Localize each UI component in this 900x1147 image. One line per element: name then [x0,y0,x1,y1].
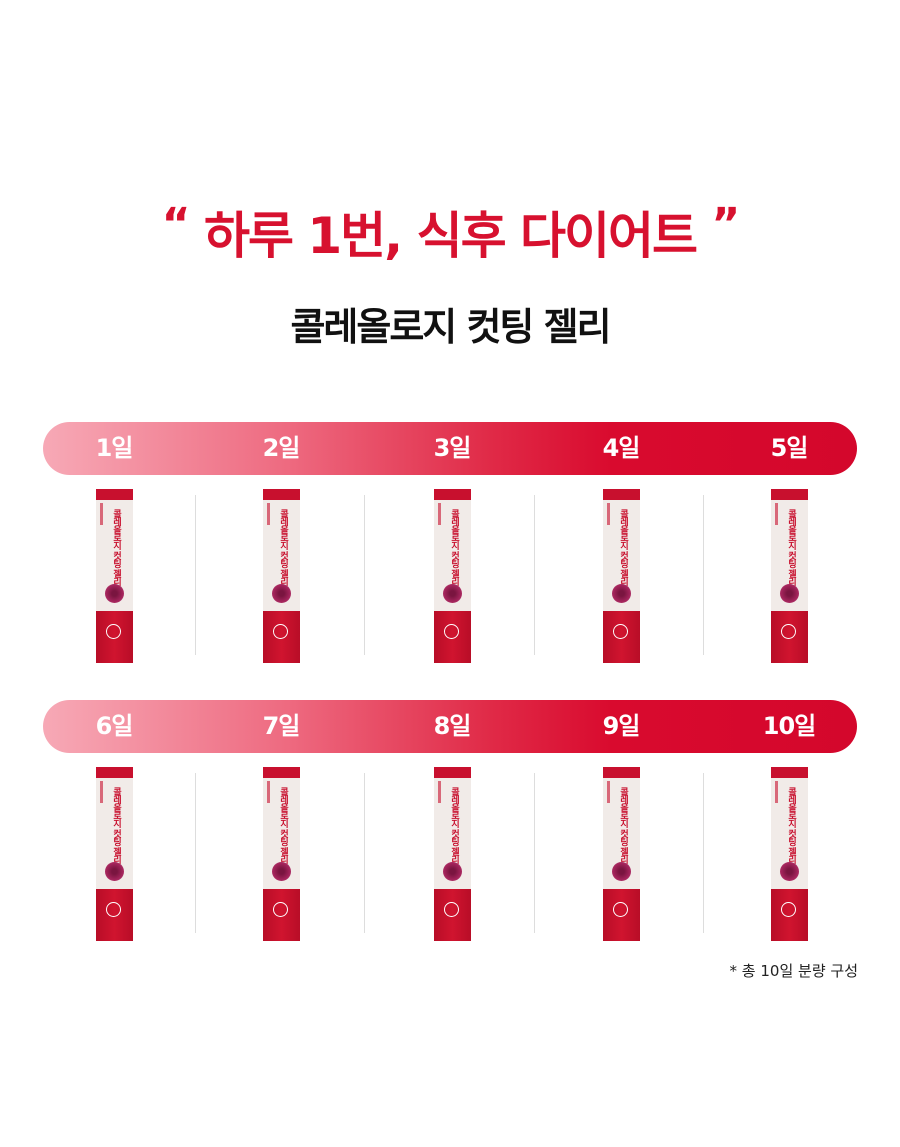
close-quote: ” [711,199,740,250]
brand-mark [438,503,441,525]
flower-icon [105,862,124,881]
divider [703,773,704,933]
brand-mark [438,781,441,803]
pouch-top [96,489,133,500]
open-quote: “ [161,199,191,250]
jelly-stick-pouch: 콜레올로지 컷팅 젤리 [96,767,133,941]
pouch-product-name: 콜레올로지 컷팅 젤리 [111,787,121,864]
jelly-stick-pouch: 콜레올로지 컷팅 젤리 [771,767,808,941]
brand-mark [775,503,778,525]
seal-icon [781,902,796,917]
day-label: 9일 [602,712,641,740]
headline: “ 하루 1번, 식후 다이어트 ” [0,196,900,268]
day-label: 5일 [770,434,809,462]
seal-icon [106,624,121,639]
flower-icon [780,584,799,603]
jelly-stick-pouch: 콜레올로지 컷팅 젤리 [603,489,640,663]
day-label: 2일 [262,434,301,462]
seal-icon [273,902,288,917]
pouch-product-name: 콜레올로지 컷팅 젤리 [449,509,459,586]
flower-icon [105,584,124,603]
pouch-product-name: 콜레올로지 컷팅 젤리 [278,509,288,586]
jelly-stick-pouch: 콜레올로지 컷팅 젤리 [96,489,133,663]
seal-icon [444,624,459,639]
brand-mark [267,503,270,525]
jelly-stick-pouch: 콜레올로지 컷팅 젤리 [771,489,808,663]
flower-icon [443,584,462,603]
flower-icon [272,862,291,881]
pouch-top [434,767,471,778]
seal-icon [444,902,459,917]
pouch-top [263,489,300,500]
pouch-product-name: 콜레올로지 컷팅 젤리 [618,787,628,864]
brand-mark [607,781,610,803]
day-bar: 6일 7일 8일 9일 10일 [43,700,857,753]
flower-icon [780,862,799,881]
brand-mark [100,503,103,525]
pouch-top [96,767,133,778]
seal-icon [106,902,121,917]
divider [534,495,535,655]
divider [703,495,704,655]
headline-text: 하루 1번, 식후 다이어트 [203,207,698,265]
flower-icon [272,584,291,603]
jelly-stick-pouch: 콜레올로지 컷팅 젤리 [434,489,471,663]
flower-icon [612,584,631,603]
pouch-top [603,489,640,500]
brand-mark [775,781,778,803]
day-label: 8일 [433,712,472,740]
footnote: * 총 10일 분량 구성 [729,962,858,980]
seal-icon [781,624,796,639]
day-label: 1일 [95,434,134,462]
pouch-top [263,767,300,778]
jelly-stick-pouch: 콜레올로지 컷팅 젤리 [603,767,640,941]
day-label: 4일 [602,434,641,462]
pouch-product-name: 콜레올로지 컷팅 젤리 [278,787,288,864]
flower-icon [443,862,462,881]
pouch-product-name: 콜레올로지 컷팅 젤리 [786,509,796,586]
jelly-stick-pouch: 콜레올로지 컷팅 젤리 [263,489,300,663]
pouch-product-name: 콜레올로지 컷팅 젤리 [111,509,121,586]
brand-mark [607,503,610,525]
divider [195,495,196,655]
seal-icon [613,902,628,917]
brand-mark [100,781,103,803]
seal-icon [273,624,288,639]
pouch-product-name: 콜레올로지 컷팅 젤리 [786,787,796,864]
pouch-top [434,489,471,500]
day-bar: 1일 2일 3일 4일 5일 [43,422,857,475]
divider [195,773,196,933]
flower-icon [612,862,631,881]
pouch-product-name: 콜레올로지 컷팅 젤리 [449,787,459,864]
pouch-product-name: 콜레올로지 컷팅 젤리 [618,509,628,586]
product-title: 콜레올로지 컷팅 젤리 [290,305,611,349]
seal-icon [613,624,628,639]
pouch-top [771,767,808,778]
day-label: 6일 [95,712,134,740]
jelly-stick-pouch: 콜레올로지 컷팅 젤리 [434,767,471,941]
pouch-top [771,489,808,500]
day-label: 7일 [262,712,301,740]
divider [364,495,365,655]
jelly-stick-pouch: 콜레올로지 컷팅 젤리 [263,767,300,941]
divider [534,773,535,933]
brand-mark [267,781,270,803]
divider [364,773,365,933]
day-label: 3일 [433,434,472,462]
day-label: 10일 [762,712,816,740]
pouch-top [603,767,640,778]
